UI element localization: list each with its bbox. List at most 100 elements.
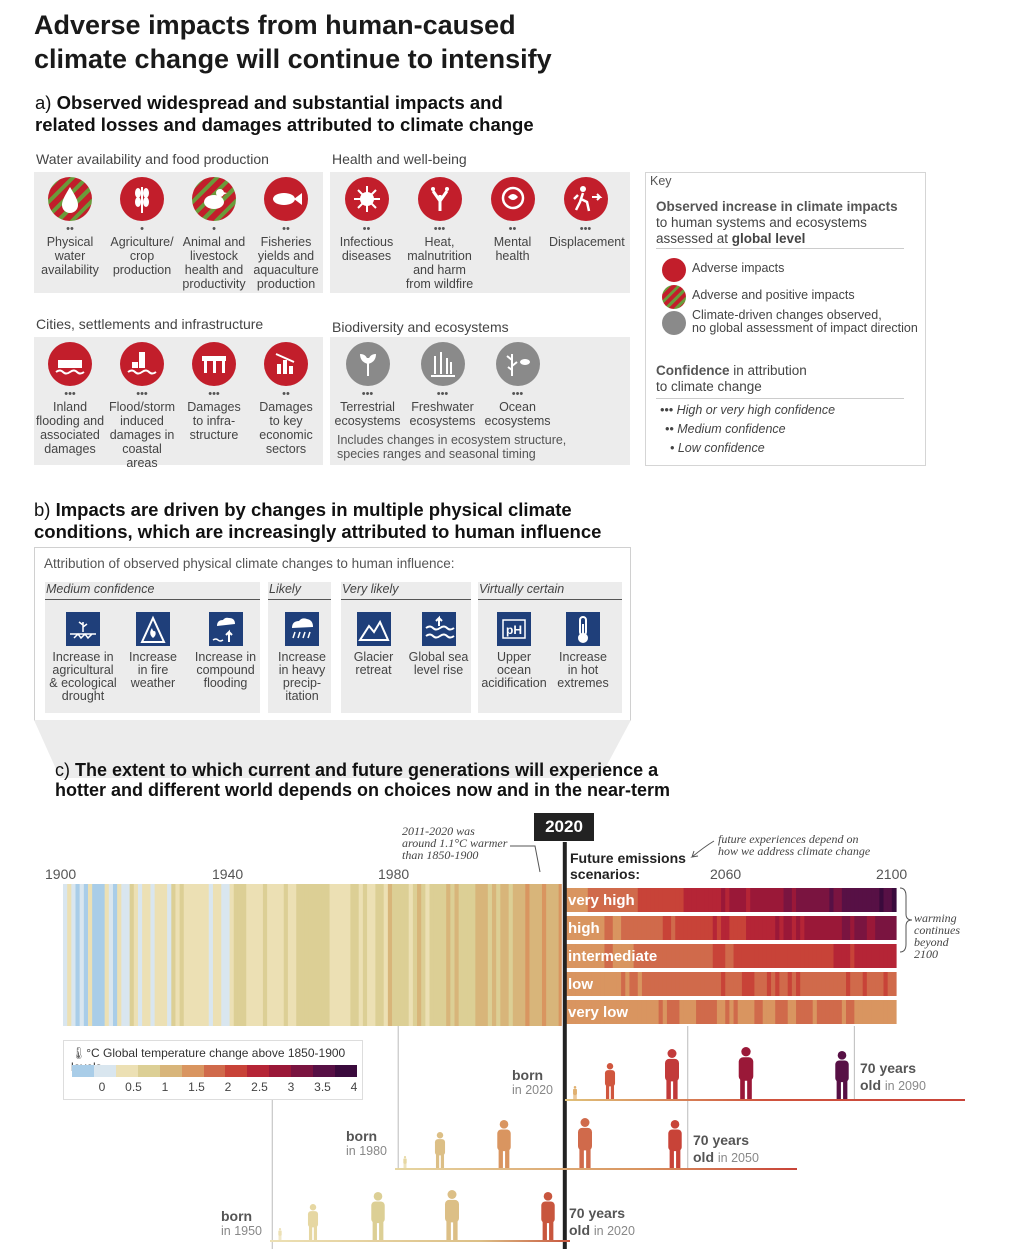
scenario-stripe <box>712 916 718 940</box>
scenario-stripe <box>683 972 689 996</box>
scenario-stripe <box>741 1000 747 1024</box>
temperature-stripe <box>317 884 322 1026</box>
legend-swatch <box>269 1065 292 1077</box>
scenario-stripe <box>804 944 810 968</box>
impact-label: Mental health <box>493 235 532 263</box>
temperature-stripe <box>350 884 356 1026</box>
temperature-stripe <box>354 884 360 1026</box>
scenario-separator <box>562 913 896 916</box>
key-swatch <box>662 311 686 335</box>
scenario-stripe <box>575 916 581 940</box>
legend-swatch <box>159 1065 182 1077</box>
scenario-stripe <box>779 944 785 968</box>
scenario-stripe <box>825 1000 830 1024</box>
scenario-stripe <box>716 1000 722 1024</box>
scenario-stripe <box>683 916 689 940</box>
scenario-stripe <box>666 1000 672 1024</box>
temperature-stripe <box>287 884 293 1026</box>
scenario-stripe <box>625 888 631 912</box>
scenario-stripe <box>700 916 706 940</box>
scenario-stripe <box>604 916 610 940</box>
scenario-stripe <box>862 888 868 912</box>
key-item: Adverse and positive impacts <box>662 285 922 309</box>
gen-1950-age: 70 years old in 2020 <box>569 1205 635 1238</box>
scenario-stripe <box>566 916 572 940</box>
attribution-category-panel <box>45 582 260 713</box>
scenario-stripe <box>754 972 760 996</box>
temperature-stripe <box>541 884 547 1026</box>
scenario-stripe <box>654 944 660 968</box>
scenario-stripe <box>708 972 714 996</box>
impact-tile: ••• Inland flooding and associated damag… <box>34 342 106 456</box>
attribution-category-label: Virtually certain <box>479 582 565 596</box>
warming-stripes-chart <box>63 840 965 1249</box>
scenario-stripe <box>779 1000 785 1024</box>
note-future: future experiences depend on how we addr… <box>718 832 871 858</box>
confidence-dots: ••• <box>579 223 592 235</box>
scenario-stripe <box>841 1000 847 1024</box>
temperature-stripe <box>258 884 264 1026</box>
child-icon <box>604 1063 616 1099</box>
impact-group-title: Cities, settlements and infrastructure <box>36 316 264 332</box>
scenario-stripe <box>800 944 805 968</box>
scenario-stripe <box>696 972 701 996</box>
attribution-item: Increase in hot extremes <box>548 612 618 690</box>
year-badge: 2020 <box>534 813 594 841</box>
temperature-stripe <box>554 884 560 1026</box>
scenario-stripe <box>804 916 810 940</box>
child-icon <box>434 1132 446 1168</box>
scenario-stripe <box>875 916 880 940</box>
temperature-stripe <box>412 884 418 1026</box>
scenario-stripe <box>854 888 860 912</box>
scenario-stripe <box>658 944 664 968</box>
legend-tick: 2.5 <box>251 1080 268 1094</box>
scenario-stripe <box>604 944 610 968</box>
scenario-stripe <box>750 944 755 968</box>
temperature-stripe <box>112 884 118 1026</box>
scenario-stripe <box>879 972 885 996</box>
temperature-stripe <box>104 884 110 1026</box>
scenario-stripe <box>737 1000 743 1024</box>
attribution-item: Increase in heavy precip- itation <box>268 612 336 703</box>
scenario-stripe <box>733 944 739 968</box>
scenario-stripe <box>733 916 739 940</box>
scenario-stripe <box>816 916 822 940</box>
temperature-stripe <box>496 884 501 1026</box>
adult-icon <box>738 1047 754 1099</box>
legend-swatch <box>313 1065 336 1077</box>
scenario-stripe <box>696 944 701 968</box>
scenario-stripe <box>621 944 626 968</box>
attribution-item: Increase in agricultural & ecological dr… <box>48 612 118 703</box>
attribution-category-rule <box>478 599 622 600</box>
key-heading-confidence: Confidence in attribution to climate cha… <box>656 363 807 394</box>
scenario-stripe <box>646 972 651 996</box>
temperature-stripe <box>533 884 539 1026</box>
scenario-stripe <box>566 888 572 912</box>
scenario-stripe <box>866 888 872 912</box>
confidence-dots: ••• <box>361 388 374 400</box>
scenario-stripe <box>829 916 835 940</box>
temperature-stripe <box>442 884 447 1026</box>
scenario-stripe <box>696 1000 701 1024</box>
scenario-stripe <box>737 888 743 912</box>
scenario-stripe <box>654 1000 660 1024</box>
scenario-stripe <box>866 972 872 996</box>
temperature-stripe <box>417 884 422 1026</box>
attribution-category-rule <box>341 599 471 600</box>
scenario-stripe <box>583 888 589 912</box>
scenario-stripe <box>737 972 743 996</box>
scenario-very-low: very low <box>568 1004 629 1021</box>
scenario-stripe <box>704 888 710 912</box>
confidence-dots: •• <box>66 223 74 235</box>
tick-1980: 1980 <box>378 866 410 882</box>
scenario-stripe <box>716 944 722 968</box>
key-item-label: Adverse and positive impacts <box>692 288 855 302</box>
scenario-intermediate: intermediate <box>568 948 658 965</box>
temperature-stripe <box>71 884 77 1026</box>
scenario-stripe <box>766 972 772 996</box>
heat-icon <box>430 187 449 211</box>
gen-1950-born: born in 1950 <box>221 1208 263 1239</box>
scenario-stripe <box>716 916 722 940</box>
temperature-stripe <box>154 884 160 1026</box>
impact-label: Inland flooding and associated damages <box>35 400 105 456</box>
